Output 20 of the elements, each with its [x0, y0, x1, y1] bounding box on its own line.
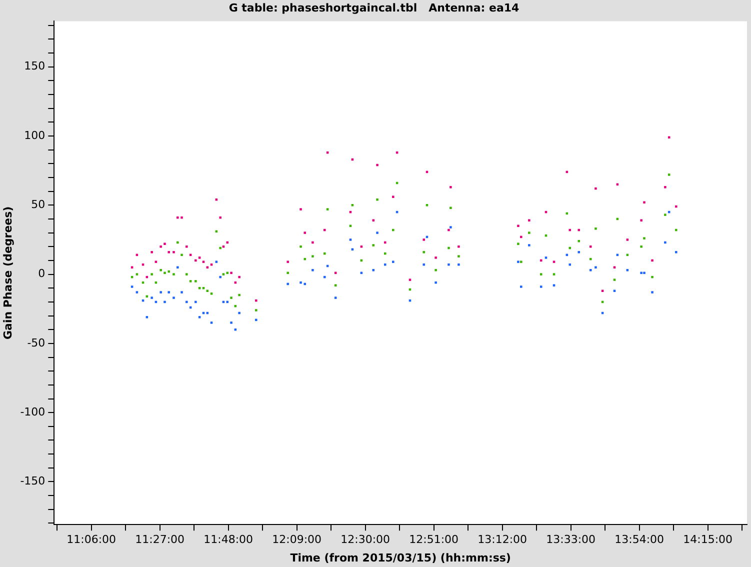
x-tick-label: 11:48:00	[204, 533, 254, 546]
x-tick-label: 13:33:00	[546, 533, 596, 546]
x-tick-label: 13:54:00	[614, 533, 664, 546]
y-tick-label: 50	[31, 198, 46, 211]
x-tick-label: 12:30:00	[340, 533, 390, 546]
x-tick-label: 12:09:00	[272, 533, 322, 546]
x-tick-label: 11:06:00	[66, 533, 116, 546]
y-tick-label: 0	[38, 267, 46, 280]
y-axis-title: Gain Phase (degrees)	[1, 206, 14, 340]
y-tick-label: 150	[24, 60, 46, 73]
x-axis-title: Time (from 2015/03/15) (hh:mm:ss)	[290, 551, 511, 564]
y-tick-label: -150	[20, 474, 46, 488]
x-tick-label: 13:12:00	[478, 533, 528, 546]
y-tick-label: 100	[24, 128, 46, 142]
x-tick-label: 11:27:00	[135, 533, 185, 546]
y-tick-label: -100	[20, 405, 46, 418]
x-tick-label: 12:51:00	[409, 533, 459, 546]
x-tick-label: 14:15:00	[683, 533, 733, 546]
y-tick-label: -50	[27, 336, 46, 350]
chart-title: G table: phaseshortgaincal.tbl Antenna: ea14	[228, 1, 520, 14]
